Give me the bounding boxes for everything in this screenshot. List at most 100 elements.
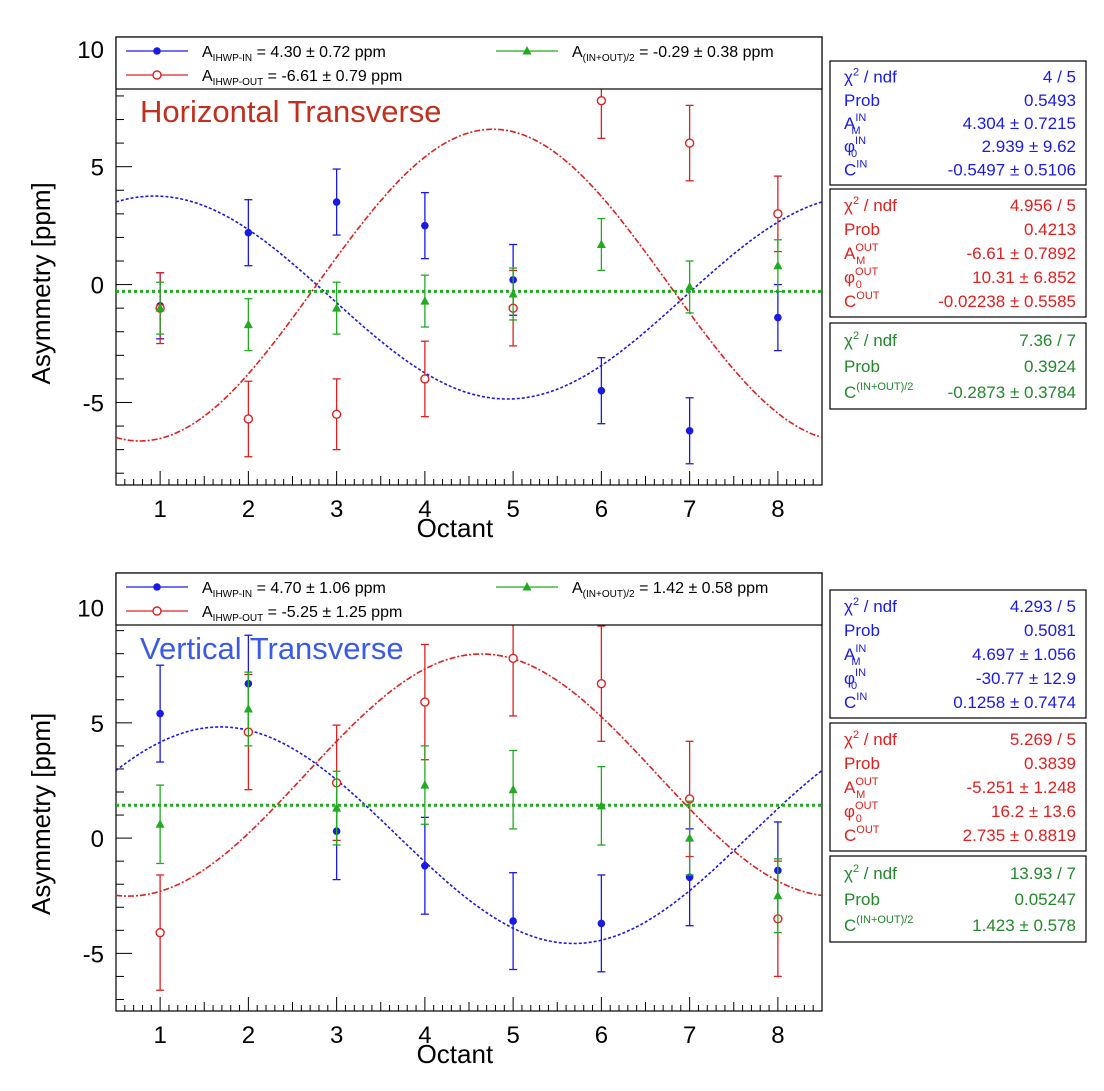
stats-label: C(IN+OUT)/2 bbox=[844, 914, 913, 935]
stats-label: Prob bbox=[844, 91, 880, 110]
y-tick-label: 0 bbox=[91, 826, 104, 853]
data-point bbox=[331, 409, 342, 419]
legend-label: A(IN+OUT)/2 = -0.29 ± 0.38 ppm bbox=[572, 44, 774, 64]
fit-stats-box: χ2 / ndf 5.269 / 5 Prob 0.3839 AOUT M -5.251 ±… bbox=[829, 722, 1087, 852]
stats-box-frame bbox=[829, 188, 1087, 318]
stats-label: AOUT M bbox=[844, 242, 879, 267]
stats-label: Prob bbox=[844, 754, 880, 773]
stats-value: 2.939 ± 9.62 bbox=[982, 137, 1076, 156]
stats-value: 0.1258 ± 0.7474 bbox=[953, 693, 1076, 712]
legend-label: AIHWP-OUT = -5.25 ± 1.25 ppm bbox=[202, 604, 402, 624]
legend-label: AIHWP-IN = 4.30 ± 0.72 ppm bbox=[202, 44, 386, 64]
y-tick-label: -5 bbox=[83, 390, 104, 417]
data-point bbox=[156, 709, 164, 718]
data-point bbox=[508, 653, 518, 663]
x-tick-label: 7 bbox=[683, 1022, 696, 1049]
stats-label: Prob bbox=[844, 890, 880, 909]
data-point bbox=[420, 697, 430, 707]
legend-entry: AIHWP-OUT = -6.61 ± 0.79 ppm bbox=[126, 68, 402, 88]
stats-label: χ2 / ndf bbox=[844, 330, 897, 350]
data-point bbox=[155, 819, 165, 828]
stats-label: CIN bbox=[844, 691, 867, 712]
x-tick-label: 1 bbox=[153, 1022, 166, 1049]
stats-value: 16.2 ± 13.6 bbox=[991, 802, 1076, 821]
data-point bbox=[773, 260, 783, 270]
stats-value: 0.5493 bbox=[1024, 91, 1076, 110]
stats-label: Prob bbox=[844, 220, 880, 239]
fit-stats-box: χ2 / ndf 13.93 / 7 Prob 0.05247 C(IN+OUT)/2 1… bbox=[829, 855, 1087, 943]
stats-value: 5.269 / 5 bbox=[1010, 730, 1076, 749]
stats-label: Prob bbox=[844, 621, 880, 640]
legend-marker bbox=[153, 47, 161, 55]
stats-value: -0.5497 ± 0.5106 bbox=[948, 160, 1076, 179]
data-point bbox=[773, 890, 783, 900]
chart-title: Horizontal Transverse bbox=[140, 94, 442, 129]
x-tick-label: 2 bbox=[242, 1022, 255, 1049]
y-tick-label: -5 bbox=[83, 941, 104, 968]
x-tick-label: 7 bbox=[683, 496, 696, 523]
fit-curves bbox=[116, 653, 822, 945]
y-axis-label: Asymmetry [ppm] bbox=[26, 713, 56, 915]
legend-marker bbox=[522, 582, 532, 591]
fit-stats-box: χ2 / ndf 4 / 5 Prob 0.5493 AIN M 4.304 ± 0.721… bbox=[829, 60, 1087, 186]
legend-label: A(IN+OUT)/2 = 1.42 ± 0.58 ppm bbox=[572, 580, 768, 600]
data-point bbox=[685, 833, 695, 842]
data-point bbox=[509, 917, 517, 925]
data-point bbox=[421, 861, 429, 870]
stats-label: χ2 / ndf bbox=[844, 67, 897, 87]
legend-marker bbox=[153, 583, 161, 591]
cosine-fit-curve bbox=[116, 726, 822, 945]
x-tick-label: 5 bbox=[506, 1022, 519, 1049]
legend-entry: A(IN+OUT)/2 = -0.29 ± 0.38 ppm bbox=[496, 44, 774, 64]
legend-entry: A(IN+OUT)/2 = 1.42 ± 0.58 ppm bbox=[496, 580, 768, 600]
data-point bbox=[508, 784, 518, 794]
stats-value: 2.735 ± 0.8819 bbox=[963, 826, 1076, 845]
stats-value: 0.3839 bbox=[1024, 754, 1076, 773]
stats-value: 0.3924 bbox=[1024, 357, 1076, 376]
legend-label: AIHWP-OUT = -6.61 ± 0.79 ppm bbox=[202, 68, 402, 88]
stats-box-frame bbox=[829, 722, 1087, 852]
legend-marker bbox=[152, 70, 162, 80]
legend-marker bbox=[152, 606, 162, 616]
data-point bbox=[332, 198, 341, 206]
data-point bbox=[155, 927, 165, 938]
stats-label: AOUT M bbox=[844, 776, 879, 801]
stats-box-frame bbox=[829, 60, 1087, 186]
data-point bbox=[420, 296, 430, 305]
data-point bbox=[243, 319, 253, 329]
x-axis: 1 2 3 4 5 6 7 8 bbox=[115, 471, 823, 523]
stats-value: 10.31 ± 6.852 bbox=[972, 268, 1076, 287]
x-tick-label: 8 bbox=[771, 1022, 784, 1049]
y-axis: -5 0 5 10 bbox=[77, 37, 132, 474]
series--in-out-2 bbox=[155, 671, 783, 934]
data-point bbox=[332, 303, 342, 312]
data-point bbox=[332, 803, 342, 812]
stats-label: AIN M bbox=[844, 643, 866, 668]
fit-stats-box: χ2 / ndf 4.293 / 5 Prob 0.5081 AIN M 4.697 ± 1… bbox=[829, 589, 1087, 719]
stats-label: Prob bbox=[844, 357, 880, 376]
stats-label: COUT bbox=[844, 290, 880, 311]
data-point bbox=[596, 800, 606, 810]
stats-value: 4.293 / 5 bbox=[1010, 597, 1076, 616]
y-tick-label: 10 bbox=[77, 596, 104, 623]
x-tick-label: 8 bbox=[771, 496, 784, 523]
y-axis: -5 0 5 10 bbox=[77, 584, 132, 1000]
data-point bbox=[596, 239, 606, 248]
stats-label: C(IN+OUT)/2 bbox=[844, 381, 913, 402]
x-axis: 1 2 3 4 5 6 7 8 bbox=[115, 997, 823, 1049]
stats-label: φIN 0 bbox=[844, 667, 866, 692]
stats-value: -0.2873 ± 0.3784 bbox=[948, 383, 1076, 402]
legend-entry: AIHWP-OUT = -5.25 ± 1.25 ppm bbox=[126, 604, 402, 624]
data-point bbox=[244, 228, 253, 237]
legend: AIHWP-IN = 4.30 ± 0.72 ppm A(IN+OUT)/2 = … bbox=[115, 36, 823, 90]
data-point bbox=[685, 281, 695, 291]
stats-label: COUT bbox=[844, 824, 880, 845]
data-point bbox=[420, 374, 430, 384]
legend-box bbox=[115, 36, 823, 90]
x-tick-label: 4 bbox=[418, 1022, 431, 1049]
stats-label: φOUT 0 bbox=[844, 266, 879, 291]
data-point bbox=[243, 414, 254, 424]
y-tick-label: 5 bbox=[91, 711, 104, 738]
data-point bbox=[685, 426, 694, 435]
